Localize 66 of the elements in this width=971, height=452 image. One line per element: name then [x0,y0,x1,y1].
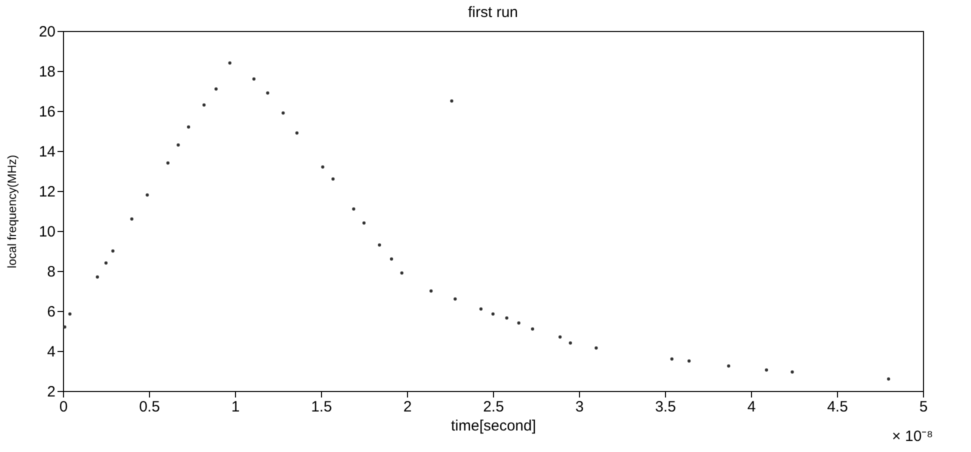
point [130,217,134,221]
point [63,325,66,329]
point [111,249,114,253]
point [670,357,674,361]
y-tick-label: 6 [47,304,56,320]
point [352,207,356,211]
x-tick-label: 1.5 [311,398,332,416]
x-axis-title: time[second] [450,418,536,434]
point [530,327,534,331]
point [390,257,394,261]
x-tick-label: 1 [231,398,240,416]
text: × 10⁻⁸ [892,428,933,445]
point [282,111,285,115]
x-tick-label: 2 [403,398,412,416]
point [430,289,433,293]
point [104,261,108,265]
point [505,316,508,320]
point [186,125,190,129]
point [688,359,691,363]
point [362,221,366,225]
y-tick-label: 20 [38,24,56,40]
point [266,91,270,95]
y-tick-label: 2 [47,384,56,400]
x-tick-label: 4 [747,398,756,416]
y-tick-label: 10 [38,224,56,240]
x-tick-label: 4.5 [827,398,848,416]
point [378,243,382,247]
point [594,346,598,350]
x-tick-label: 5 [919,398,928,416]
y-tick-label: 16 [38,104,56,120]
point [764,368,768,372]
point [295,131,298,135]
point [400,271,404,275]
y-tick-label: 4 [47,344,56,360]
point [214,87,218,91]
point [176,143,180,147]
point [790,370,794,374]
x-tick-label: 2.5 [483,398,504,416]
y-tick-label: 14 [38,144,56,160]
x-tick-label: 0.5 [139,398,160,416]
y-tick-label: 18 [38,64,56,80]
point [146,193,149,197]
point [68,312,72,316]
chart-title: first run [468,4,518,21]
y-axis-title: local frequency(MHz) [4,154,19,268]
point [96,275,99,279]
x-tick-label: 3 [575,398,584,416]
point [887,377,890,381]
point [568,341,572,345]
point [331,177,335,181]
point [202,103,206,107]
point [252,77,256,81]
point [558,335,562,339]
point [491,312,495,316]
y-tick-label: 12 [38,184,56,200]
point [454,297,457,301]
point [450,99,454,103]
x-tick-label: 0 [59,398,68,416]
point [517,321,520,325]
point [479,307,483,311]
y-tick-label: 8 [47,264,56,280]
point [727,364,730,368]
x-tick-label: 3.5 [655,398,676,416]
point [228,61,232,65]
point [321,165,324,169]
point [166,161,170,165]
